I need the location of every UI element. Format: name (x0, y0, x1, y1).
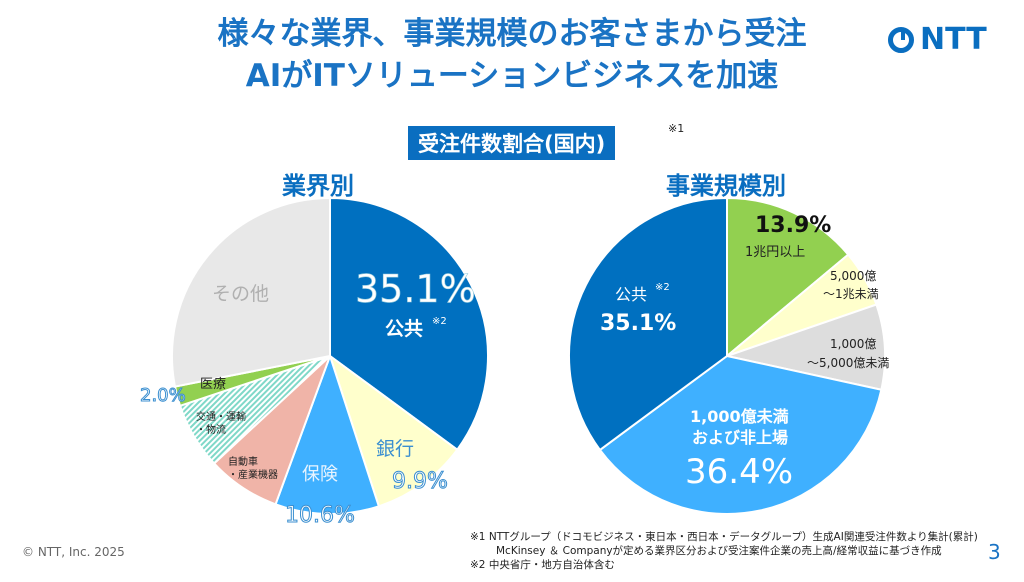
pie-slice-1-4 (568, 196, 728, 452)
trans-label-2: ・物流 (196, 423, 226, 436)
ins-value: 10.6% (285, 503, 355, 528)
pub-note: ※2 (432, 316, 447, 327)
big-label: 1兆円以上 (745, 245, 805, 260)
big-value: 13.9% (755, 213, 831, 238)
logo-text: NTT (920, 22, 987, 57)
small-value: 36.4% (685, 452, 793, 492)
sm-label-1: 1,000億 (830, 337, 876, 351)
footnote-2: ※2 中央省庁・地方自治体含む (470, 559, 615, 571)
med-value: 2.0% (140, 385, 186, 406)
pie-slice-0-6 (171, 196, 331, 388)
right-chart-title: 事業規模別 (666, 172, 786, 200)
footnotes: ※1 NTTグループ（ドコモビジネス・東日本・西日本・データグループ）生成AI関… (470, 530, 978, 572)
bank-value: 9.9% (392, 469, 448, 494)
chart-badge: 受注件数割合(国内) (408, 126, 616, 160)
pub-label: 公共 (385, 318, 423, 340)
industry-pie (171, 196, 489, 515)
r-pub-label: 公共 (615, 285, 647, 304)
ntt-logo-icon (888, 26, 914, 53)
med-label: 医療 (200, 377, 226, 392)
pub-value: 35.1% (355, 267, 476, 311)
badge-note: ※1 (668, 122, 685, 135)
pie-slice-0-0 (329, 196, 489, 452)
scale-pie (568, 196, 886, 515)
auto-label-2: ・産業機器 (228, 468, 278, 481)
page-number: 3 (988, 540, 1001, 564)
title-line-1: 様々な業界、事業規模のお客さまから受注 (217, 16, 807, 52)
bank-label: 銀行 (376, 438, 414, 460)
small-label-2: および非上場 (692, 428, 788, 447)
pie-slice-1-0 (726, 196, 850, 359)
r-pub-note: ※2 (655, 282, 670, 293)
footnote-1a: ※1 NTTグループ（ドコモビジネス・東日本・西日本・データグループ）生成AI関… (470, 531, 978, 543)
copyright: © NTT, Inc. 2025 (22, 545, 125, 559)
auto-label-1: 自動車 (228, 455, 258, 468)
pie-slice-0-2 (274, 352, 381, 515)
pie-slice-1-2 (723, 303, 886, 391)
footnote-1b: McKinsey ＆ Companyが定める業界区分および受注案件企業の売上高/… (496, 545, 942, 557)
mid-label-2: 〜1兆未満 (823, 287, 879, 301)
ins-label: 保険 (302, 464, 338, 485)
left-chart-title: 業界別 (282, 172, 354, 200)
trans-label-1: 交通・運輸 (196, 410, 246, 423)
pie-slice-1-3 (598, 354, 883, 515)
small-label-1: 1,000億未満 (690, 407, 789, 426)
other-label: その他 (212, 283, 269, 305)
pie-slice-0-1 (328, 353, 459, 508)
ntt-logo: NTT (888, 22, 987, 57)
title-line-2: AIがITソリューションビジネスを加速 (245, 58, 779, 94)
sm-label-2: 〜5,000億未満 (807, 356, 889, 370)
mid-label-1: 5,000億 (830, 269, 876, 283)
r-pub-value: 35.1% (600, 311, 676, 336)
